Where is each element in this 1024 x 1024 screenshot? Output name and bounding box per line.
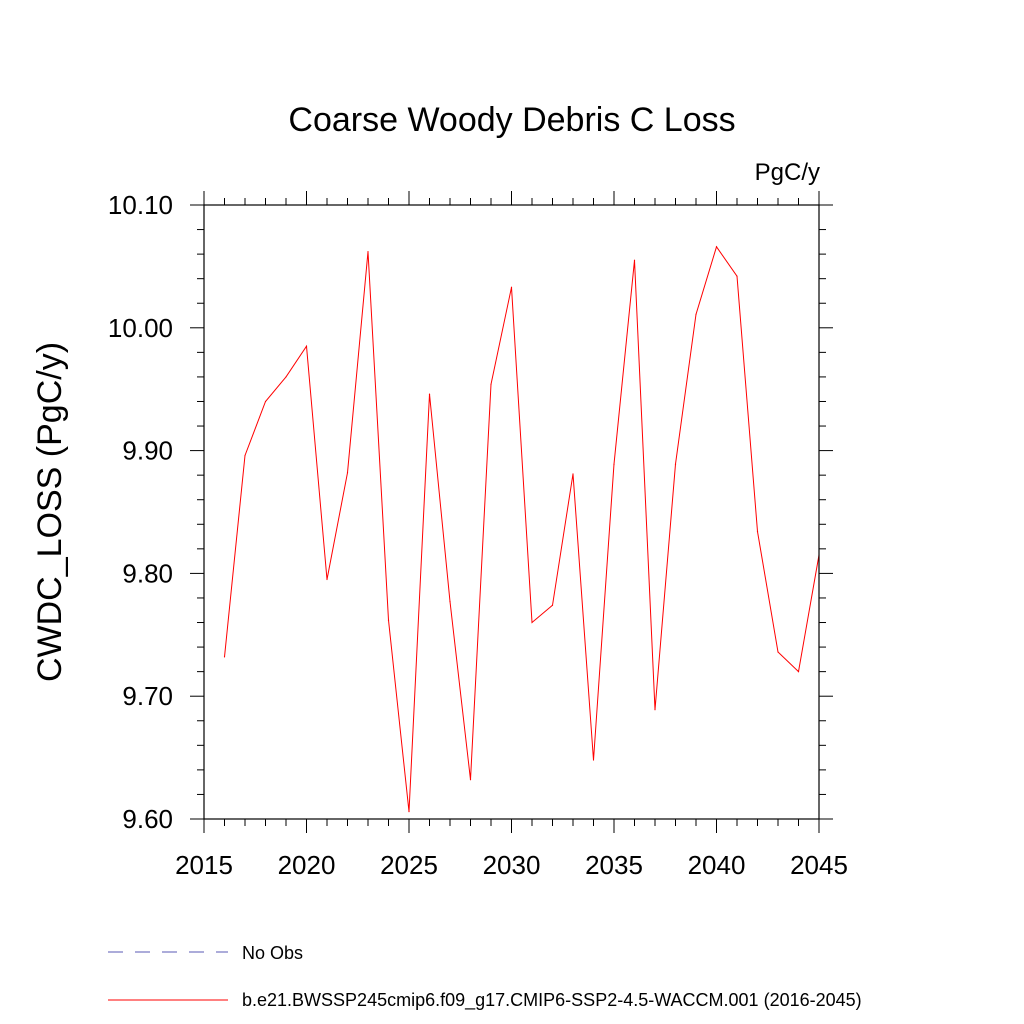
y-tick-label: 9.70	[122, 681, 173, 711]
data-point	[674, 463, 677, 465]
data-point	[223, 656, 226, 658]
x-tick-label: 2040	[688, 850, 746, 880]
data-point	[469, 779, 472, 781]
data-point	[408, 811, 410, 813]
y-tick-label: 9.90	[122, 436, 173, 466]
data-point	[387, 619, 390, 621]
data-point	[777, 651, 779, 653]
x-tick-label: 2025	[380, 850, 438, 880]
data-point	[285, 376, 287, 378]
data-point	[531, 621, 533, 624]
data-point	[510, 286, 513, 288]
data-point	[346, 472, 349, 474]
data-point	[326, 578, 328, 581]
legend-label-no-obs: No Obs	[242, 943, 303, 963]
tick-marks	[190, 191, 833, 833]
data-point	[264, 400, 267, 403]
x-tick-labels: 2015 2020 2025 2030 2035 2040 2045	[175, 850, 848, 880]
chart-title: Coarse Woody Debris C Loss	[288, 101, 735, 139]
data-point	[613, 463, 615, 465]
data-point	[367, 251, 369, 253]
data-point	[572, 473, 574, 475]
series-layer	[223, 245, 820, 813]
y-tick-label: 10.00	[108, 313, 173, 343]
x-tick-label: 2015	[175, 850, 233, 880]
data-point	[736, 275, 738, 277]
y-tick-label: 9.60	[122, 804, 173, 834]
x-tick-label: 2030	[483, 850, 541, 880]
data-point	[633, 259, 636, 261]
y-tick-labels: 9.60 9.70 9.80 9.90 10.00 10.10	[108, 190, 173, 834]
y-axis-label: CWDC_LOSS (PgC/y)	[31, 342, 69, 682]
legend-label-model: b.e21.BWSSP245cmip6.f09_g17.CMIP6-SSP2-4…	[242, 990, 862, 1011]
data-point	[551, 604, 554, 606]
y-tick-label: 9.80	[122, 558, 173, 588]
x-tick-label: 2045	[790, 850, 848, 880]
data-point	[654, 709, 656, 711]
x-tick-label: 2020	[278, 850, 336, 880]
data-point	[797, 671, 800, 673]
x-tick-label: 2035	[585, 850, 643, 880]
data-point	[244, 454, 246, 457]
data-point	[715, 246, 718, 248]
plot-frame	[203, 204, 820, 820]
legend: No Obs b.e21.BWSSP245cmip6.f09_g17.CMIP6…	[108, 943, 862, 1011]
data-point	[449, 601, 451, 603]
y-tick-label: 10.10	[108, 190, 173, 220]
units-label: PgC/y	[755, 159, 820, 186]
data-point	[695, 313, 697, 315]
data-point	[428, 393, 431, 395]
data-point	[305, 345, 308, 347]
data-point	[490, 383, 492, 385]
data-point	[592, 759, 595, 761]
data-point	[756, 531, 759, 533]
series-line-0	[224, 245, 820, 812]
